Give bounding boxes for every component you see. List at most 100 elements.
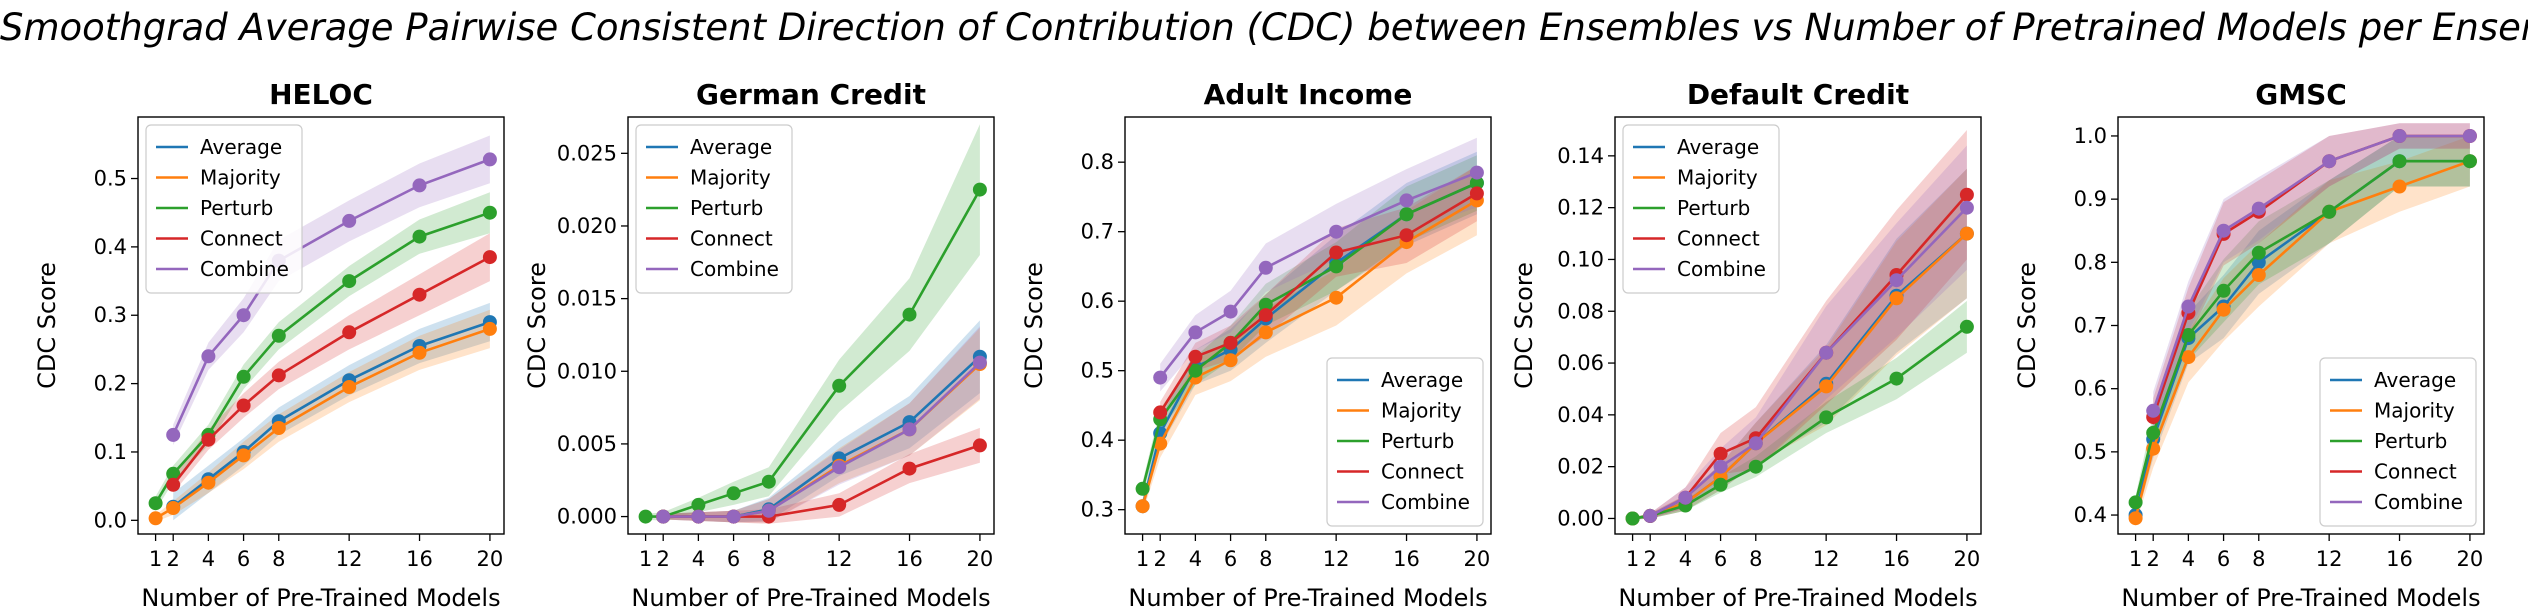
point-perturb — [2128, 495, 2143, 510]
y-tick-label: 0.010 — [557, 359, 617, 383]
y-tick-label: 0.8 — [2074, 250, 2107, 274]
y-axis-label: CDC Score — [523, 262, 551, 389]
y-tick-label: 0.02 — [1557, 455, 1604, 479]
point-majority — [166, 501, 181, 515]
legend-label-perturb: Perturb — [1381, 429, 1454, 453]
legend: Average Majority Perturb Connect Combine — [1622, 124, 1780, 294]
legend-label-connect: Connect — [2374, 460, 2457, 484]
point-combine — [342, 213, 357, 228]
legend-box — [635, 124, 793, 294]
point-perturb — [2146, 425, 2161, 440]
point-connect — [482, 250, 497, 265]
x-axis-label: Number of Pre-Trained Models — [631, 584, 990, 612]
legend: Average Majority Perturb Connect Combine — [2319, 357, 2477, 527]
point-majority — [236, 448, 251, 463]
point-combine — [691, 509, 706, 524]
point-majority — [2181, 350, 2196, 365]
band-majority — [663, 327, 980, 523]
point-connect — [412, 287, 427, 302]
point-combine — [1889, 273, 1904, 288]
band-majority — [2135, 136, 2470, 525]
legend-box — [1326, 357, 1484, 527]
x-tick-label: 12 — [336, 547, 363, 571]
y-tick-label: 0.6 — [1081, 289, 1114, 313]
point-perturb — [2322, 204, 2337, 219]
point-combine — [1959, 200, 1974, 215]
x-tick-label: 12 — [2316, 547, 2343, 571]
point-combine — [2181, 299, 2196, 314]
point-perturb — [2251, 245, 2266, 260]
point-majority — [1889, 291, 1904, 306]
point-majority — [201, 475, 216, 490]
legend-label-combine: Combine — [1381, 490, 1470, 514]
point-combine — [1223, 304, 1238, 319]
point-perturb — [761, 474, 776, 489]
y-tick-label: 0.06 — [1557, 351, 1604, 375]
point-perturb — [1959, 319, 1974, 334]
legend-label-majority: Majority — [1677, 166, 1758, 190]
point-perturb — [2462, 154, 2477, 169]
y-tick-label: 0.08 — [1557, 299, 1604, 323]
legend-label-perturb: Perturb — [1677, 196, 1750, 220]
y-tick-label: 0.12 — [1557, 196, 1604, 220]
legend-label-perturb: Perturb — [2374, 429, 2447, 453]
y-tick-label: 0.5 — [94, 167, 127, 191]
x-tick-label: 1 — [1136, 547, 1149, 571]
legend-label-connect: Connect — [690, 227, 773, 251]
legend: Average Majority Perturb Connect Combine — [145, 124, 303, 294]
x-tick-label: 20 — [967, 547, 994, 571]
point-perturb — [2216, 283, 2231, 298]
x-tick-label: 16 — [406, 547, 433, 571]
x-tick-label: 20 — [2457, 547, 2484, 571]
axes-frame — [627, 116, 995, 535]
chart-title: GMSC — [2255, 78, 2347, 111]
band-perturb — [645, 124, 980, 521]
x-tick-label: 16 — [2386, 547, 2413, 571]
chart-title: HELOC — [269, 78, 373, 111]
point-connect — [271, 368, 286, 383]
x-tick-label: 12 — [826, 547, 853, 571]
x-tick-label: 2 — [1154, 547, 1167, 571]
point-perturb — [271, 328, 286, 343]
legend-label-average: Average — [1381, 368, 1463, 392]
y-tick-label: 0.14 — [1557, 144, 1604, 168]
point-combine — [412, 178, 427, 193]
point-perturb — [2392, 154, 2407, 169]
y-tick-label: 0.025 — [557, 141, 617, 165]
point-perturb — [1329, 259, 1344, 274]
legend-label-average: Average — [200, 135, 282, 159]
point-perturb — [1258, 297, 1273, 312]
point-connect — [201, 432, 216, 447]
point-combine — [2462, 129, 2477, 143]
x-tick-label: 20 — [1954, 547, 1981, 571]
point-connect — [972, 438, 987, 453]
legend-label-connect: Connect — [200, 227, 283, 251]
point-perturb — [1399, 207, 1414, 222]
x-tick-label: 4 — [692, 547, 705, 571]
x-tick-label: 2 — [167, 547, 180, 571]
point-connect — [1223, 335, 1238, 350]
chart-title: Adult Income — [1204, 78, 1413, 111]
y-tick-label: 0.020 — [557, 214, 617, 238]
legend-label-perturb: Perturb — [690, 196, 763, 220]
point-perturb — [972, 182, 987, 197]
point-majority — [1223, 353, 1238, 368]
legend-label-majority: Majority — [1381, 399, 1462, 423]
x-tick-label: 20 — [1464, 547, 1491, 571]
legend-box — [2319, 357, 2477, 527]
legend-label-connect: Connect — [1677, 227, 1760, 251]
y-tick-label: 0.4 — [2074, 503, 2107, 527]
point-combine — [1469, 165, 1484, 180]
point-majority — [1959, 226, 1974, 241]
point-combine — [832, 460, 847, 475]
legend-label-average: Average — [2374, 368, 2456, 392]
point-perturb — [1889, 371, 1904, 386]
point-perturb — [1469, 176, 1484, 190]
point-connect — [1188, 349, 1203, 364]
x-tick-label: 12 — [1813, 547, 1840, 571]
x-tick-label: 4 — [2182, 547, 2195, 571]
y-axis-label: CDC Score — [1020, 262, 1048, 389]
point-combine — [2146, 403, 2161, 418]
point-combine — [1329, 224, 1344, 239]
